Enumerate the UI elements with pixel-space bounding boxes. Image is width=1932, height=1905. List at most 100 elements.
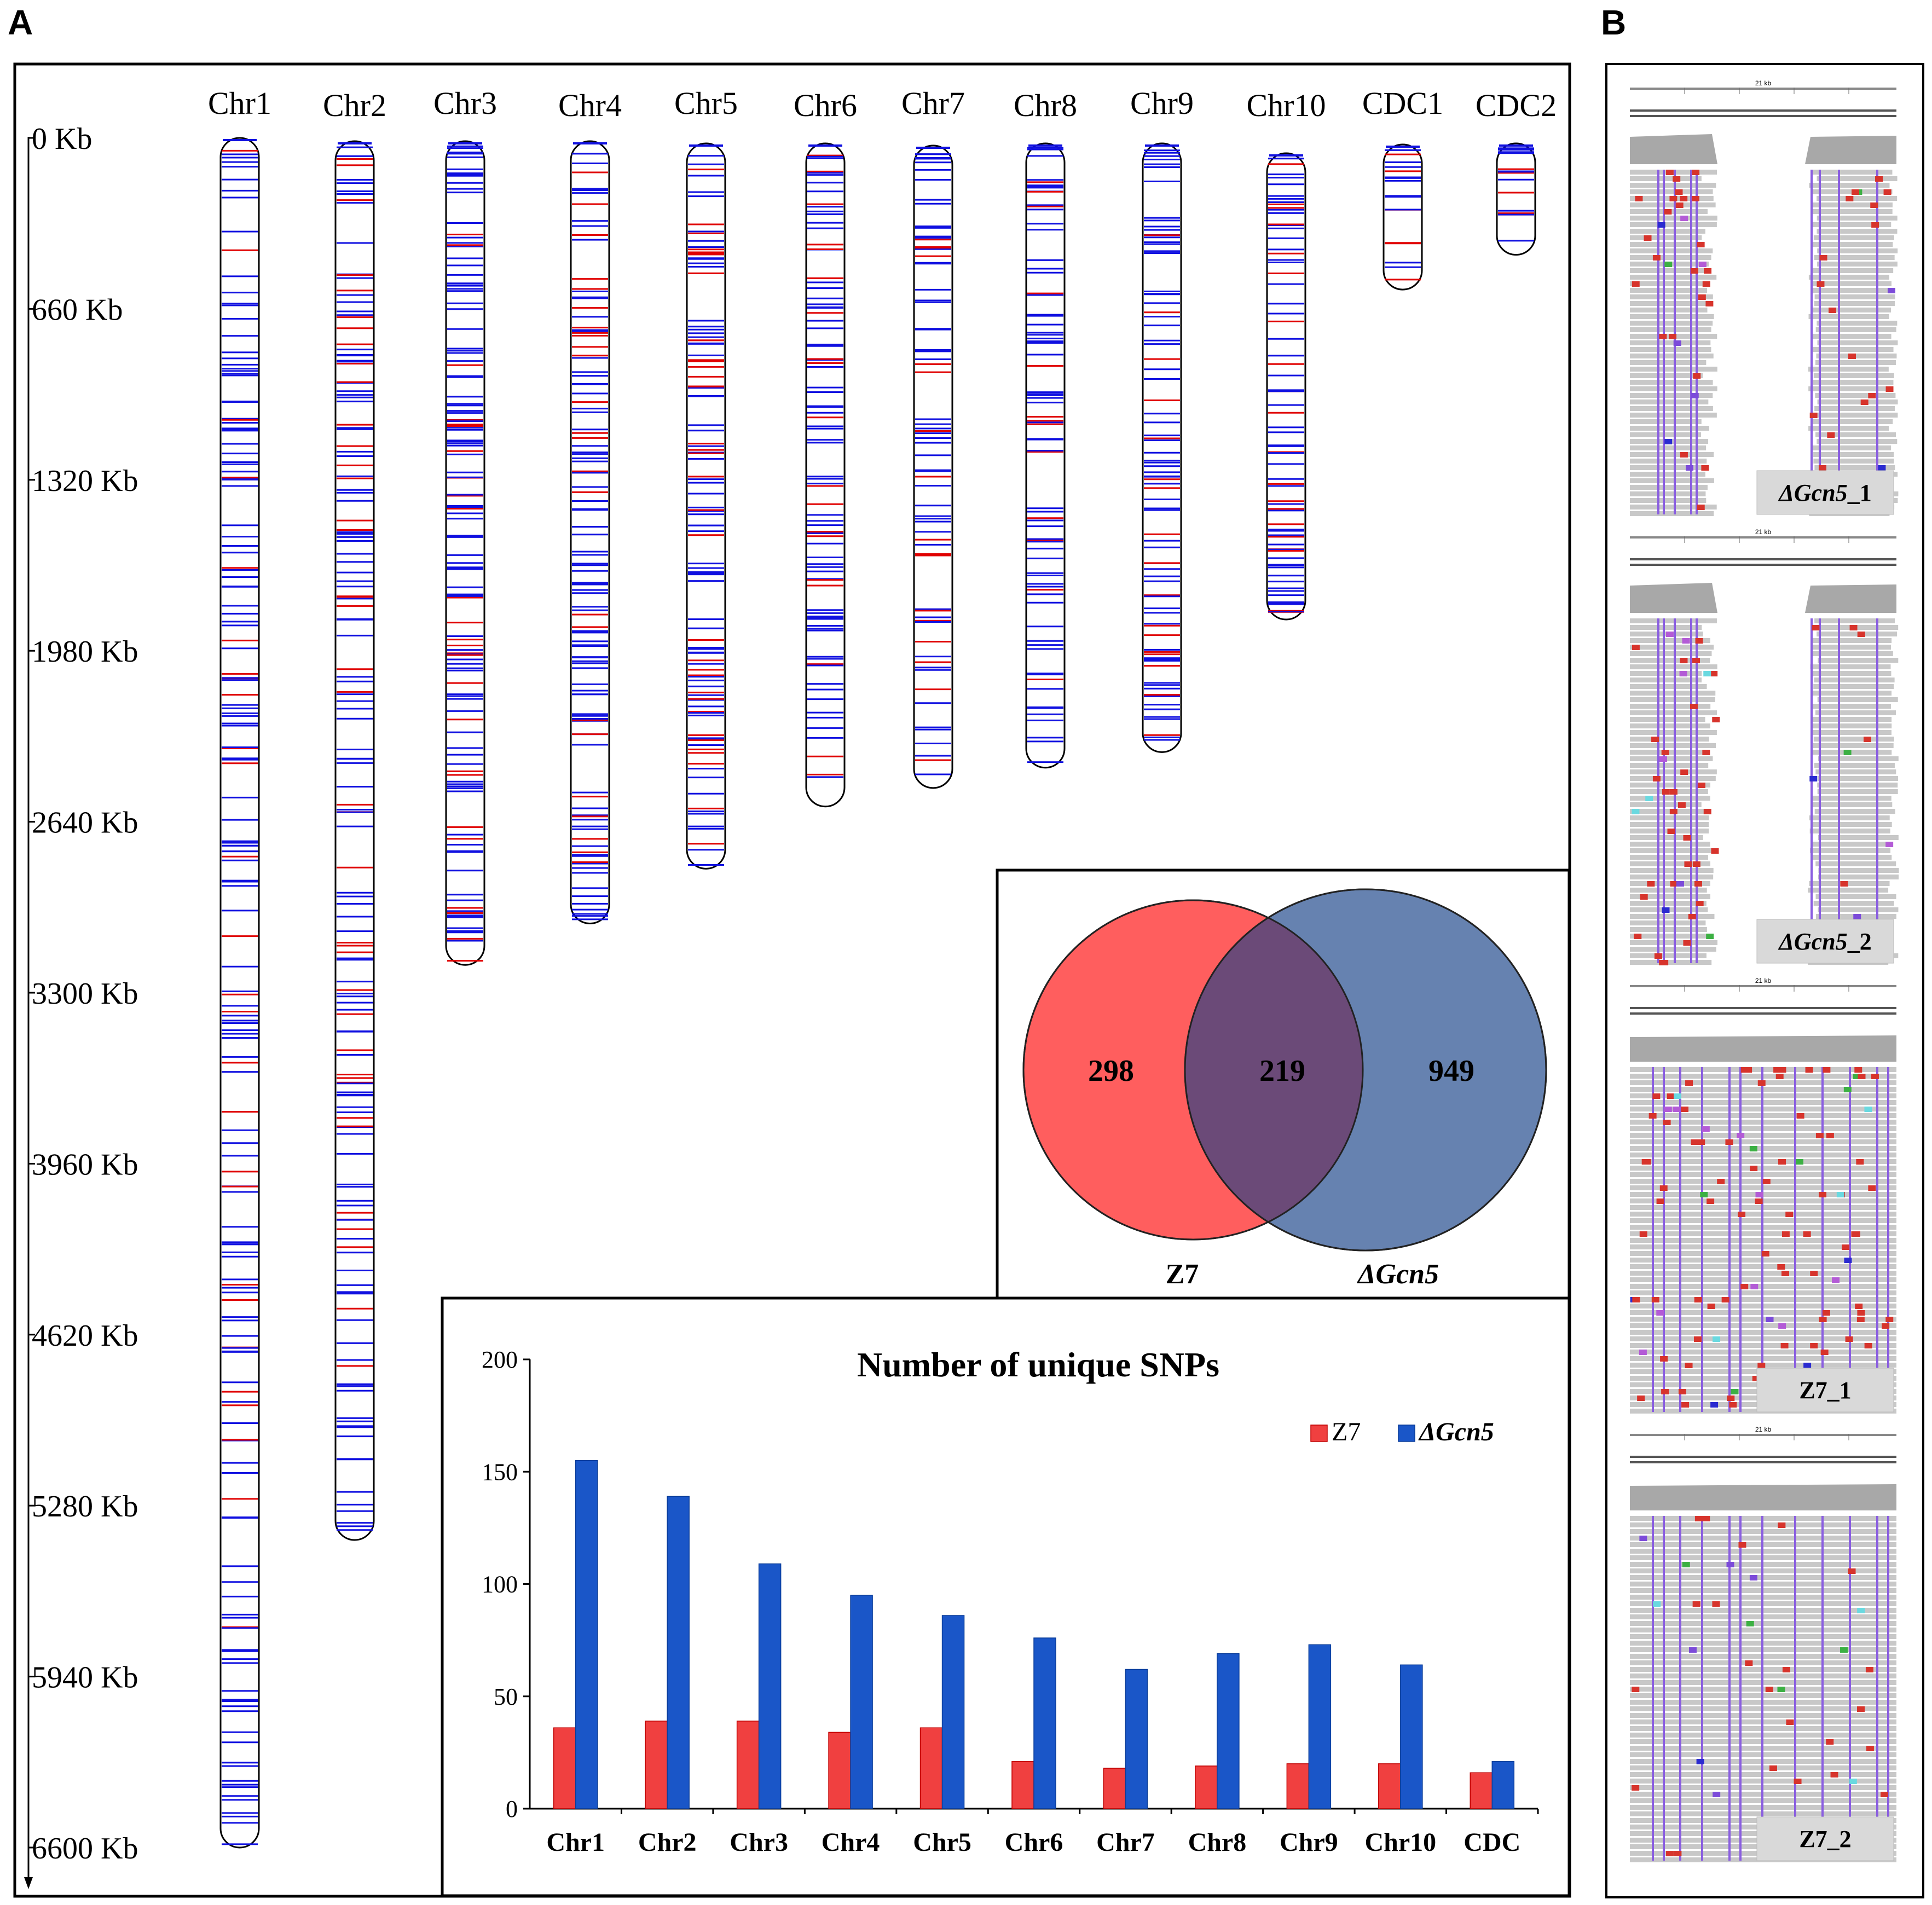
igv-mismatch (1726, 1562, 1734, 1567)
igv-variant-column (1876, 618, 1878, 963)
igv-mismatch (1681, 1402, 1690, 1408)
igv-read (1630, 235, 1702, 240)
igv-mismatch (1713, 1336, 1721, 1342)
bar-z7 (553, 1727, 576, 1809)
x-tick-label: Chr6 (1005, 1828, 1063, 1857)
igv-read (1630, 248, 1713, 253)
igv-mismatch (1669, 334, 1677, 339)
igv-mismatch (1702, 1516, 1710, 1521)
igv-mismatch (1656, 1198, 1664, 1204)
igv-track: 21 kb ΔGcn5_2 (1630, 528, 1899, 965)
igv-read (1630, 697, 1715, 702)
igv-read (1630, 756, 1713, 761)
igv-variant-column (1690, 618, 1692, 963)
igv-mismatch (1785, 1212, 1794, 1217)
igv-read (1817, 697, 1898, 702)
igv-mismatch (1866, 1746, 1874, 1751)
venn-label-gcn5: ΔGcn5 (1357, 1259, 1439, 1290)
chromosome-body (1496, 142, 1536, 256)
bar-gcn5 (758, 1563, 782, 1809)
igv-mismatch (1661, 750, 1669, 755)
igv-mismatch (1781, 1231, 1790, 1237)
x-tick-label: Chr4 (822, 1828, 880, 1857)
igv-read (1630, 478, 1714, 483)
igv-mismatch (1660, 1356, 1668, 1362)
igv-mismatch (1710, 671, 1718, 676)
igv-mismatch (1738, 1212, 1746, 1217)
igv-mismatch (1858, 1074, 1866, 1079)
igv-variant-column (1810, 618, 1813, 963)
igv-read (1630, 288, 1708, 293)
venn-count-overlap: 219 (1259, 1054, 1305, 1088)
igv-mismatch (1885, 1317, 1894, 1322)
igv-mismatch (1887, 288, 1895, 293)
igv-mismatch (1782, 1667, 1790, 1672)
x-tick-label: Chr2 (638, 1828, 697, 1857)
igv-mismatch (1729, 1402, 1737, 1408)
igv-mismatch (1765, 1687, 1773, 1692)
igv-read (1630, 684, 1707, 689)
igv-mismatch (1657, 222, 1665, 228)
igv-mismatch (1697, 505, 1705, 510)
igv-mismatch (1692, 658, 1700, 663)
igv-variant-column (1810, 170, 1813, 514)
igv-read (1814, 678, 1895, 682)
igv-variant-column (1652, 1067, 1654, 1412)
igv-read (1811, 750, 1892, 755)
igv-variant-column (1657, 170, 1659, 514)
igv-mismatch (1697, 783, 1705, 788)
bar-gcn5 (1217, 1653, 1240, 1809)
igv-mismatch (1766, 1317, 1774, 1322)
igv-read (1812, 242, 1893, 247)
igv-mismatch (1846, 196, 1854, 201)
igv-mismatch (1712, 717, 1720, 722)
igv-read (1630, 671, 1702, 676)
igv-mismatch (1737, 1133, 1745, 1138)
igv-mismatch (1843, 1087, 1852, 1092)
igv-read (1812, 209, 1893, 214)
igv-ruler-line (1630, 1434, 1896, 1436)
igv-mismatch (1864, 1343, 1872, 1348)
igv-mismatch (1667, 1093, 1675, 1099)
igv-read (1815, 894, 1896, 899)
igv-mismatch (1680, 216, 1688, 221)
igv-read (1630, 625, 1702, 630)
y-tick-label: 5280 Kb (32, 1490, 138, 1524)
chromosome-label: Chr10 (1247, 88, 1326, 123)
igv-read (1630, 888, 1707, 893)
igv-mismatch (1632, 1785, 1640, 1791)
igv-read (1813, 743, 1894, 748)
igv-read (1630, 202, 1716, 207)
igv-read (1810, 445, 1891, 450)
igv-read (1630, 920, 1706, 925)
igv-mismatch (1662, 789, 1670, 795)
igv-read (1810, 671, 1891, 676)
x-tick-label: CDC (1464, 1828, 1520, 1857)
igv-mismatch (1659, 334, 1667, 339)
igv-read (1630, 465, 1707, 470)
igv-read (1630, 717, 1705, 722)
y-tick-label: 1980 Kb (32, 635, 138, 669)
igv-read (1817, 321, 1898, 326)
igv-mismatch (1731, 1389, 1739, 1394)
igv-read (1814, 465, 1895, 470)
x-tick-label: Chr1 (546, 1828, 605, 1857)
igv-variant-column (1701, 1516, 1703, 1861)
igv-read (1630, 881, 1710, 886)
legend-label-gcn5: ΔGcn5 (1418, 1417, 1494, 1446)
igv-mismatch (1878, 465, 1886, 471)
igv-read (1630, 354, 1714, 358)
y-tick-label: 150 (482, 1458, 518, 1485)
igv-variant-column (1696, 618, 1698, 963)
igv-mismatch (1777, 1264, 1785, 1270)
igv-variant-column (1876, 1067, 1878, 1412)
igv-read (1630, 730, 1717, 735)
igv-mismatch (1697, 242, 1705, 247)
igv-track-label: Z7_2 (1799, 1826, 1851, 1852)
igv-track-label: ΔGcn5_2 (1778, 928, 1871, 955)
igv-mismatch (1707, 1198, 1715, 1204)
y-axis-ticks: 0 Kb 660 Kb 1320 Kb 1980 Kb 2640 Kb 3300 Kb 39… (28, 122, 138, 1866)
igv-read (1630, 426, 1709, 431)
igv-read (1813, 373, 1894, 378)
igv-mismatch (1857, 632, 1865, 637)
